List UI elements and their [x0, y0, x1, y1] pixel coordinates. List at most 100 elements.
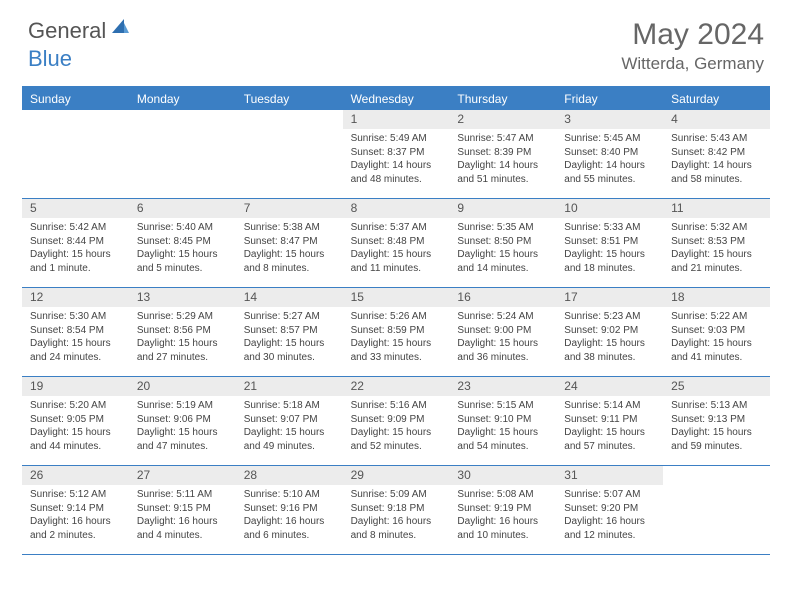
- location-label: Witterda, Germany: [621, 54, 764, 74]
- calendar-cell: 28 Sunrise: 5:10 AMSunset: 9:16 PMDayligh…: [236, 466, 343, 554]
- day-number: 15: [343, 288, 450, 307]
- detail-line: Sunrise: 5:19 AM: [137, 399, 230, 413]
- detail-line: Daylight: 15 hours: [457, 337, 550, 351]
- detail-line: and 52 minutes.: [351, 440, 444, 454]
- day-number: 3: [556, 110, 663, 129]
- detail-line: and 4 minutes.: [137, 529, 230, 543]
- calendar-cell: 20Sunrise: 5:19 AMSunset: 9:06 PMDayligh…: [129, 377, 236, 465]
- detail-line: and 55 minutes.: [564, 173, 657, 187]
- calendar-cell: 15Sunrise: 5:26 AMSunset: 8:59 PMDayligh…: [343, 288, 450, 376]
- detail-line: Daylight: 15 hours: [457, 248, 550, 262]
- detail-line: Daylight: 14 hours: [564, 159, 657, 173]
- detail-line: Sunset: 9:02 PM: [564, 324, 657, 338]
- day-headers-row: SundayMondayTuesdayWednesdayThursdayFrid…: [22, 88, 770, 110]
- calendar-cell: 5Sunrise: 5:42 AMSunset: 8:44 PMDaylight…: [22, 199, 129, 287]
- detail-line: and 2 minutes.: [30, 529, 123, 543]
- detail-line: Sunset: 9:09 PM: [351, 413, 444, 427]
- day-number: 28: [236, 466, 343, 485]
- calendar-week: 19Sunrise: 5:20 AMSunset: 9:05 PMDayligh…: [22, 377, 770, 466]
- detail-line: and 33 minutes.: [351, 351, 444, 365]
- day-header: Saturday: [663, 88, 770, 110]
- calendar-cell: 13Sunrise: 5:29 AMSunset: 8:56 PMDayligh…: [129, 288, 236, 376]
- calendar-cell: 22Sunrise: 5:16 AMSunset: 9:09 PMDayligh…: [343, 377, 450, 465]
- day-header: Friday: [556, 88, 663, 110]
- day-details: Sunrise: 5:16 AMSunset: 9:09 PMDaylight:…: [343, 396, 450, 457]
- calendar-week: 26Sunrise: 5:12 AMSunset: 9:14 PMDayligh…: [22, 466, 770, 555]
- day-details: Sunrise: 5:20 AMSunset: 9:05 PMDaylight:…: [22, 396, 129, 457]
- day-details: Sunrise: 5:45 AMSunset: 8:40 PMDaylight:…: [556, 129, 663, 190]
- day-number: 10: [556, 199, 663, 218]
- day-details: Sunrise: 5:30 AMSunset: 8:54 PMDaylight:…: [22, 307, 129, 368]
- brand-part1: General: [28, 18, 106, 44]
- detail-line: Sunset: 9:18 PM: [351, 502, 444, 516]
- detail-line: Sunrise: 5:23 AM: [564, 310, 657, 324]
- detail-line: Sunrise: 5:33 AM: [564, 221, 657, 235]
- calendar-cell: 26Sunrise: 5:12 AMSunset: 9:14 PMDayligh…: [22, 466, 129, 554]
- detail-line: Sunset: 8:45 PM: [137, 235, 230, 249]
- detail-line: Sunrise: 5:37 AM: [351, 221, 444, 235]
- detail-line: Daylight: 15 hours: [564, 426, 657, 440]
- day-header: Tuesday: [236, 88, 343, 110]
- day-details: Sunrise: 5:37 AMSunset: 8:48 PMDaylight:…: [343, 218, 450, 279]
- calendar-cell: 7Sunrise: 5:38 AMSunset: 8:47 PMDaylight…: [236, 199, 343, 287]
- detail-line: Sunrise: 5:10 AM: [244, 488, 337, 502]
- calendar-cell: 31Sunrise: 5:07 AMSunset: 9:20 PMDayligh…: [556, 466, 663, 554]
- calendar-cell: 10Sunrise: 5:33 AMSunset: 8:51 PMDayligh…: [556, 199, 663, 287]
- detail-line: Sunrise: 5:43 AM: [671, 132, 764, 146]
- page-title: May 2024: [621, 18, 764, 52]
- day-details: Sunrise: 5:49 AMSunset: 8:37 PMDaylight:…: [343, 129, 450, 190]
- detail-line: Sunset: 9:00 PM: [457, 324, 550, 338]
- detail-line: Sunrise: 5:15 AM: [457, 399, 550, 413]
- detail-line: Daylight: 16 hours: [457, 515, 550, 529]
- detail-line: Daylight: 14 hours: [457, 159, 550, 173]
- detail-line: Sunrise: 5:20 AM: [30, 399, 123, 413]
- day-number: 13: [129, 288, 236, 307]
- detail-line: Daylight: 15 hours: [351, 248, 444, 262]
- detail-line: Sunrise: 5:24 AM: [457, 310, 550, 324]
- day-details: Sunrise: 5:09 AMSunset: 9:18 PMDaylight:…: [343, 485, 450, 546]
- day-number: 2: [449, 110, 556, 129]
- day-details: Sunrise: 5:27 AMSunset: 8:57 PMDaylight:…: [236, 307, 343, 368]
- day-number: 16: [449, 288, 556, 307]
- day-details: Sunrise: 5:12 AMSunset: 9:14 PMDaylight:…: [22, 485, 129, 546]
- detail-line: Sunset: 8:40 PM: [564, 146, 657, 160]
- day-number: 27: [129, 466, 236, 485]
- day-details: Sunrise: 5:42 AMSunset: 8:44 PMDaylight:…: [22, 218, 129, 279]
- calendar-week: 12Sunrise: 5:30 AMSunset: 8:54 PMDayligh…: [22, 288, 770, 377]
- detail-line: Daylight: 16 hours: [564, 515, 657, 529]
- detail-line: and 27 minutes.: [137, 351, 230, 365]
- day-number: 12: [22, 288, 129, 307]
- calendar-cell: 2Sunrise: 5:47 AMSunset: 8:39 PMDaylight…: [449, 110, 556, 198]
- calendar-cell: 3Sunrise: 5:45 AMSunset: 8:40 PMDaylight…: [556, 110, 663, 198]
- calendar-cell: 16 Sunrise: 5:24 AMSunset: 9:00 PMDayligh…: [449, 288, 556, 376]
- day-details: Sunrise: 5:40 AMSunset: 8:45 PMDaylight:…: [129, 218, 236, 279]
- day-number: 8: [343, 199, 450, 218]
- detail-line: Sunset: 8:44 PM: [30, 235, 123, 249]
- detail-line: Sunset: 9:16 PM: [244, 502, 337, 516]
- detail-line: Sunset: 8:59 PM: [351, 324, 444, 338]
- day-details: Sunrise: 5:15 AMSunset: 9:10 PMDaylight:…: [449, 396, 556, 457]
- detail-line: and 36 minutes.: [457, 351, 550, 365]
- calendar-cell: 23Sunrise: 5:15 AMSunset: 9:10 PMDayligh…: [449, 377, 556, 465]
- calendar-cell: 18Sunrise: 5:22 AMSunset: 9:03 PMDayligh…: [663, 288, 770, 376]
- calendar-cell: 30Sunrise: 5:08 AMSunset: 9:19 PMDayligh…: [449, 466, 556, 554]
- calendar-cell: 17Sunrise: 5:23 AMSunset: 9:02 PMDayligh…: [556, 288, 663, 376]
- detail-line: Daylight: 15 hours: [564, 248, 657, 262]
- detail-line: Sunset: 9:03 PM: [671, 324, 764, 338]
- day-details: Sunrise: 5:19 AMSunset: 9:06 PMDaylight:…: [129, 396, 236, 457]
- detail-line: Sunrise: 5:47 AM: [457, 132, 550, 146]
- detail-line: Sunrise: 5:08 AM: [457, 488, 550, 502]
- detail-line: Daylight: 16 hours: [244, 515, 337, 529]
- day-number: 20: [129, 377, 236, 396]
- calendar-cell: 19Sunrise: 5:20 AMSunset: 9:05 PMDayligh…: [22, 377, 129, 465]
- calendar-cell: 27Sunrise: 5:11 AMSunset: 9:15 PMDayligh…: [129, 466, 236, 554]
- day-number: 17: [556, 288, 663, 307]
- detail-line: Daylight: 15 hours: [671, 426, 764, 440]
- detail-line: Daylight: 14 hours: [351, 159, 444, 173]
- detail-line: Sunset: 8:56 PM: [137, 324, 230, 338]
- detail-line: Daylight: 15 hours: [137, 248, 230, 262]
- brand-sail-icon: [110, 17, 130, 40]
- calendar-cell: 29Sunrise: 5:09 AMSunset: 9:18 PMDayligh…: [343, 466, 450, 554]
- day-number: 6: [129, 199, 236, 218]
- detail-line: Sunset: 9:14 PM: [30, 502, 123, 516]
